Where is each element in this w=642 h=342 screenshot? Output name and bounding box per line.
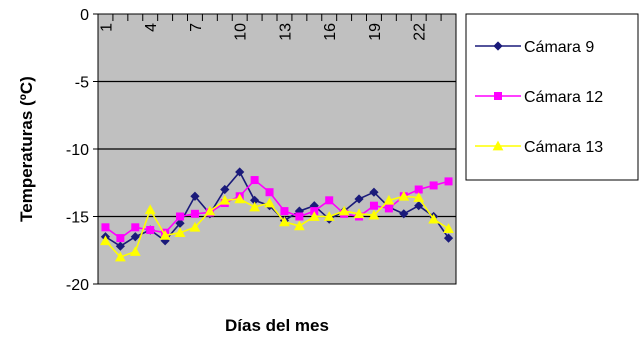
x-tick-label: 19 [367,23,384,41]
data-point [398,190,410,201]
data-point [429,181,438,190]
gridlines [98,80,456,218]
x-tick-label: 16 [322,23,339,41]
legend-marker [492,140,504,151]
data-point [443,233,454,243]
data-point [428,213,440,224]
data-point [279,216,290,227]
y-axis-title: Temperaturas (ºC) [17,76,36,222]
legend-item: Cámara 12 [475,89,603,106]
y-tick-label: -15 [66,210,89,227]
data-point [129,246,141,256]
legend-marker [494,92,502,100]
y-axis-ticks: 0 -5 -10 -15 -20 [66,7,98,294]
data-point [369,187,379,197]
data-point [101,223,110,232]
data-point [131,223,140,232]
data-point [353,208,365,219]
data-point [249,201,261,212]
data-point [413,192,425,202]
y-tick-label: -10 [66,142,89,159]
data-point [130,232,140,242]
legend-label: Cámara 13 [524,139,603,156]
data-point [323,211,335,221]
data-point [250,176,259,185]
data-point [308,211,320,221]
data-point [144,204,156,215]
data-point [174,227,186,238]
data-point [235,167,245,177]
data-point [219,194,231,205]
data-point [189,221,201,232]
data-point [399,209,409,219]
series-lines [100,167,454,262]
x-tick-label: 7 [188,23,205,32]
data-point [100,235,111,246]
data-point [159,230,171,240]
x-tick-label: 22 [412,23,429,41]
legend-item: Cámara 13 [475,139,603,156]
legend-label: Cámara 9 [524,39,594,56]
data-point [265,188,274,197]
data-point [338,205,350,216]
data-point [190,209,199,218]
data-point [354,194,364,204]
y-tick-label: 0 [80,7,89,24]
x-axis-ticks: 1 4 7 10 13 16 19 22 [97,14,457,41]
data-point [264,197,275,208]
legend-label: Cámara 12 [524,89,603,106]
data-point [234,193,246,204]
data-point [280,207,289,216]
data-point [114,251,126,262]
x-tick-label: 1 [98,23,115,32]
y-tick-label: -5 [75,75,89,92]
series-3 [100,190,454,262]
data-point [383,194,395,205]
legend-item: Cámara 9 [475,39,594,56]
data-point [176,212,185,221]
data-point [414,201,424,211]
data-point [443,223,454,233]
legend-marker [493,41,503,51]
x-tick-label: 10 [233,23,250,41]
data-point [220,184,230,195]
y-tick-label: -20 [66,277,89,294]
data-point [115,241,125,251]
x-tick-label: 4 [143,23,160,32]
data-point [325,196,334,205]
data-point [116,234,125,243]
data-point [175,218,185,228]
data-point [190,191,200,201]
data-point [204,205,216,216]
data-point [444,177,453,186]
data-point [250,195,260,205]
data-point [368,209,380,220]
data-point [369,201,378,210]
x-axis-title: Días del mes [225,316,329,335]
data-point [293,220,305,231]
data-point [146,226,155,234]
data-point [295,212,304,221]
data-point [414,185,423,194]
legend: Cámara 9 Cámara 12 Cámara 13 [465,13,639,181]
data-point [384,204,393,213]
x-tick-label: 13 [277,23,294,41]
